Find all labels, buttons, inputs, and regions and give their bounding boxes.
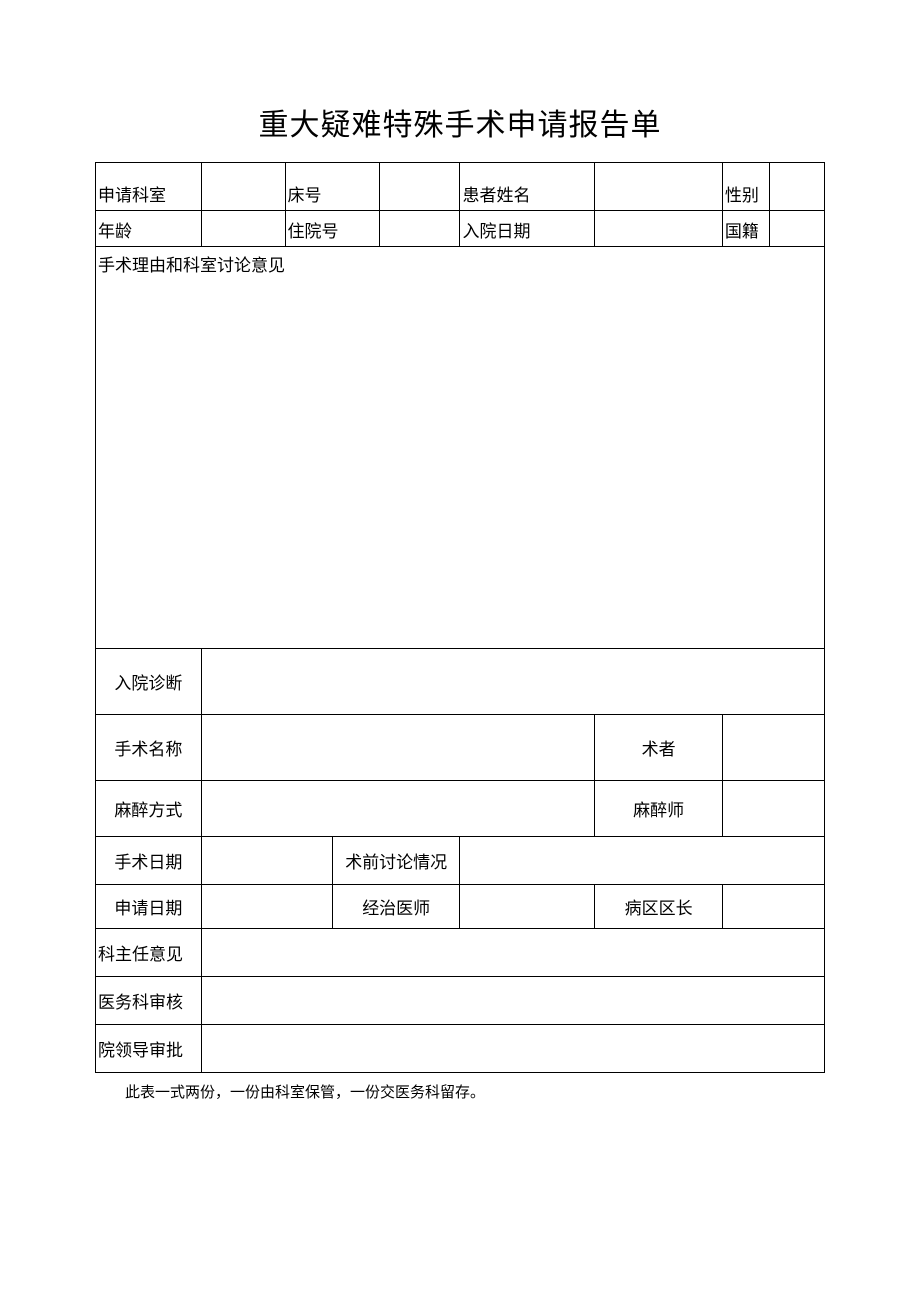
surgeryname-label: 手术名称 (96, 714, 202, 780)
footnote-text: 此表一式两份，一份由科室保管，一份交医务科留存。 (95, 1081, 825, 1102)
wardhead-label: 病区区长 (595, 884, 723, 928)
table-row: 入院诊断 (96, 648, 825, 714)
dept-value[interactable] (201, 163, 285, 211)
hospno-value[interactable] (380, 211, 460, 247)
wardhead-value[interactable] (722, 884, 824, 928)
nationality-label: 国籍 (722, 211, 769, 247)
age-label: 年龄 (96, 211, 202, 247)
application-form-table: 申请科室 床号 患者姓名 性别 年龄 住院号 入院日期 国籍 手术理由和科室讨论… (95, 162, 825, 1073)
leader-label: 院领导审批 (96, 1024, 202, 1072)
medaffairs-value[interactable] (201, 976, 824, 1024)
form-title: 重大疑难特殊手术申请报告单 (95, 100, 825, 144)
preop-label: 术前讨论情况 (332, 836, 460, 884)
applydate-label: 申请日期 (96, 884, 202, 928)
age-value[interactable] (201, 211, 285, 247)
table-row: 手术名称 术者 (96, 714, 825, 780)
bed-label: 床号 (285, 163, 380, 211)
gender-label: 性别 (722, 163, 769, 211)
hospno-label: 住院号 (285, 211, 380, 247)
surgerydate-value[interactable] (201, 836, 332, 884)
nationality-value[interactable] (770, 211, 825, 247)
admitdate-label: 入院日期 (460, 211, 595, 247)
medaffairs-label: 医务科审核 (96, 976, 202, 1024)
surgeon-label: 术者 (595, 714, 723, 780)
table-row: 科主任意见 (96, 928, 825, 976)
surgerydate-label: 手术日期 (96, 836, 202, 884)
table-row: 医务科审核 (96, 976, 825, 1024)
reason-label: 手术理由和科室讨论意见 (96, 247, 825, 279)
table-row: 申请日期 经治医师 病区区长 (96, 884, 825, 928)
reason-value[interactable] (96, 278, 825, 648)
admitdate-value[interactable] (595, 211, 723, 247)
chief-value[interactable] (201, 928, 824, 976)
table-row: 年龄 住院号 入院日期 国籍 (96, 211, 825, 247)
diagnosis-label: 入院诊断 (96, 648, 202, 714)
patient-label: 患者姓名 (460, 163, 595, 211)
dept-label: 申请科室 (96, 163, 202, 211)
gender-value[interactable] (770, 163, 825, 211)
table-row: 手术理由和科室讨论意见 (96, 247, 825, 279)
bed-value[interactable] (380, 163, 460, 211)
surgeon-value[interactable] (722, 714, 824, 780)
chief-label: 科主任意见 (96, 928, 202, 976)
table-row: 手术日期 术前讨论情况 (96, 836, 825, 884)
surgeryname-value[interactable] (201, 714, 595, 780)
physician-value[interactable] (460, 884, 595, 928)
leader-value[interactable] (201, 1024, 824, 1072)
anesthesia-value[interactable] (201, 780, 595, 836)
patient-value[interactable] (595, 163, 723, 211)
anesthesia-label: 麻醉方式 (96, 780, 202, 836)
table-row (96, 278, 825, 648)
preop-value[interactable] (460, 836, 825, 884)
physician-label: 经治医师 (332, 884, 460, 928)
anesthesiologist-label: 麻醉师 (595, 780, 723, 836)
table-row: 麻醉方式 麻醉师 (96, 780, 825, 836)
anesthesiologist-value[interactable] (722, 780, 824, 836)
applydate-value[interactable] (201, 884, 332, 928)
table-row: 申请科室 床号 患者姓名 性别 (96, 163, 825, 211)
diagnosis-value[interactable] (201, 648, 824, 714)
table-row: 院领导审批 (96, 1024, 825, 1072)
